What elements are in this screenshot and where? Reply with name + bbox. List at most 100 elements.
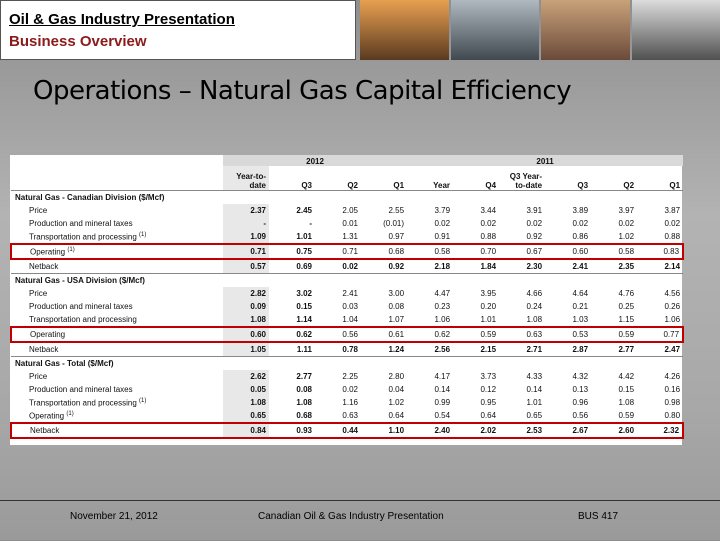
cell: 0.64 [453,409,499,423]
cell: (0.01) [361,217,407,230]
cell: - [223,217,269,230]
cell: 2.60 [591,423,637,438]
row-label: Netback [11,342,223,357]
cell: 0.59 [453,327,499,342]
cell: 1.09 [223,230,269,244]
cell: 0.63 [315,409,361,423]
cell: 0.08 [361,300,407,313]
cell: 2.18 [407,259,453,274]
cell: 0.80 [637,409,683,423]
row-label-text: Transportation and processing [29,315,137,324]
cell: 0.92 [499,230,545,244]
footnote-marker: (1) [139,398,146,404]
row-label-text: Price [29,372,47,381]
section-title: Natural Gas - Canadian Division ($/Mcf) [11,191,683,205]
cell: 0.26 [637,300,683,313]
cell: 2.67 [545,423,591,438]
cell: 0.68 [361,244,407,259]
footer-center: Canadian Oil & Gas Industry Presentation [258,511,444,522]
cell: 0.91 [407,230,453,244]
cell: 0.23 [407,300,453,313]
cell: 0.53 [545,327,591,342]
cell: 0.25 [591,300,637,313]
slide-title: Operations – Natural Gas Capital Efficie… [33,76,571,106]
row-label: Price [11,287,223,300]
column-header: Q3 Year-to-date [499,166,545,191]
cell: 2.14 [637,259,683,274]
row-label: Netback [11,423,223,438]
cell: 2.40 [407,423,453,438]
column-header: Q1 [361,166,407,191]
cell: 2.45 [269,204,315,217]
section-row: Natural Gas - USA Division ($/Mcf) [11,274,683,288]
cell: 4.33 [499,370,545,383]
cell: 2.87 [545,342,591,357]
cell: 0.65 [499,409,545,423]
cell: 4.42 [591,370,637,383]
cell: 0.92 [361,259,407,274]
cell: 0.86 [545,230,591,244]
cell: 0.12 [453,383,499,396]
row-label: Transportation and processing [11,313,223,327]
cell: 2.02 [453,423,499,438]
cell: 1.31 [315,230,361,244]
cell: 3.87 [637,204,683,217]
cell: - [269,217,315,230]
cell: 0.59 [591,409,637,423]
cell: 0.02 [545,217,591,230]
cell: 0.63 [499,327,545,342]
cell: 0.61 [361,327,407,342]
cell: 0.54 [407,409,453,423]
row-label: Price [11,370,223,383]
cell: 0.14 [499,383,545,396]
row-label: Transportation and processing (1) [11,230,223,244]
row-label-text: Production and mineral taxes [29,302,133,311]
cell: 0.05 [223,383,269,396]
cell: 0.77 [637,327,683,342]
cell: 0.02 [453,217,499,230]
cell: 3.97 [591,204,637,217]
cell: 1.08 [223,396,269,409]
cell: 2.53 [499,423,545,438]
cell: 0.71 [315,244,361,259]
cell: 4.47 [407,287,453,300]
cell: 2.80 [361,370,407,383]
cell: 3.02 [269,287,315,300]
footnote-marker: (1) [67,247,74,253]
cell: 0.20 [453,300,499,313]
cell: 2.41 [545,259,591,274]
cell: 3.00 [361,287,407,300]
cell: 2.77 [591,342,637,357]
cell: 0.64 [361,409,407,423]
cell: 2.41 [315,287,361,300]
cell: 1.03 [545,313,591,327]
cell: 1.01 [269,230,315,244]
column-header: Q2 [315,166,361,191]
section-row: Natural Gas - Total ($/Mcf) [11,357,683,371]
cell: 0.56 [545,409,591,423]
cell: 0.13 [545,383,591,396]
cell: 1.14 [269,313,315,327]
cell: 3.91 [499,204,545,217]
cell: 1.08 [499,313,545,327]
cell: 2.05 [315,204,361,217]
cell: 3.89 [545,204,591,217]
cell: 0.96 [545,396,591,409]
cell: 2.32 [637,423,683,438]
cell: 0.88 [453,230,499,244]
cell: 1.02 [591,230,637,244]
cell: 3.73 [453,370,499,383]
column-header: Year [407,166,453,191]
cell: 0.02 [499,217,545,230]
column-header: Q3 [269,166,315,191]
cell: 0.02 [407,217,453,230]
photo [632,0,720,60]
